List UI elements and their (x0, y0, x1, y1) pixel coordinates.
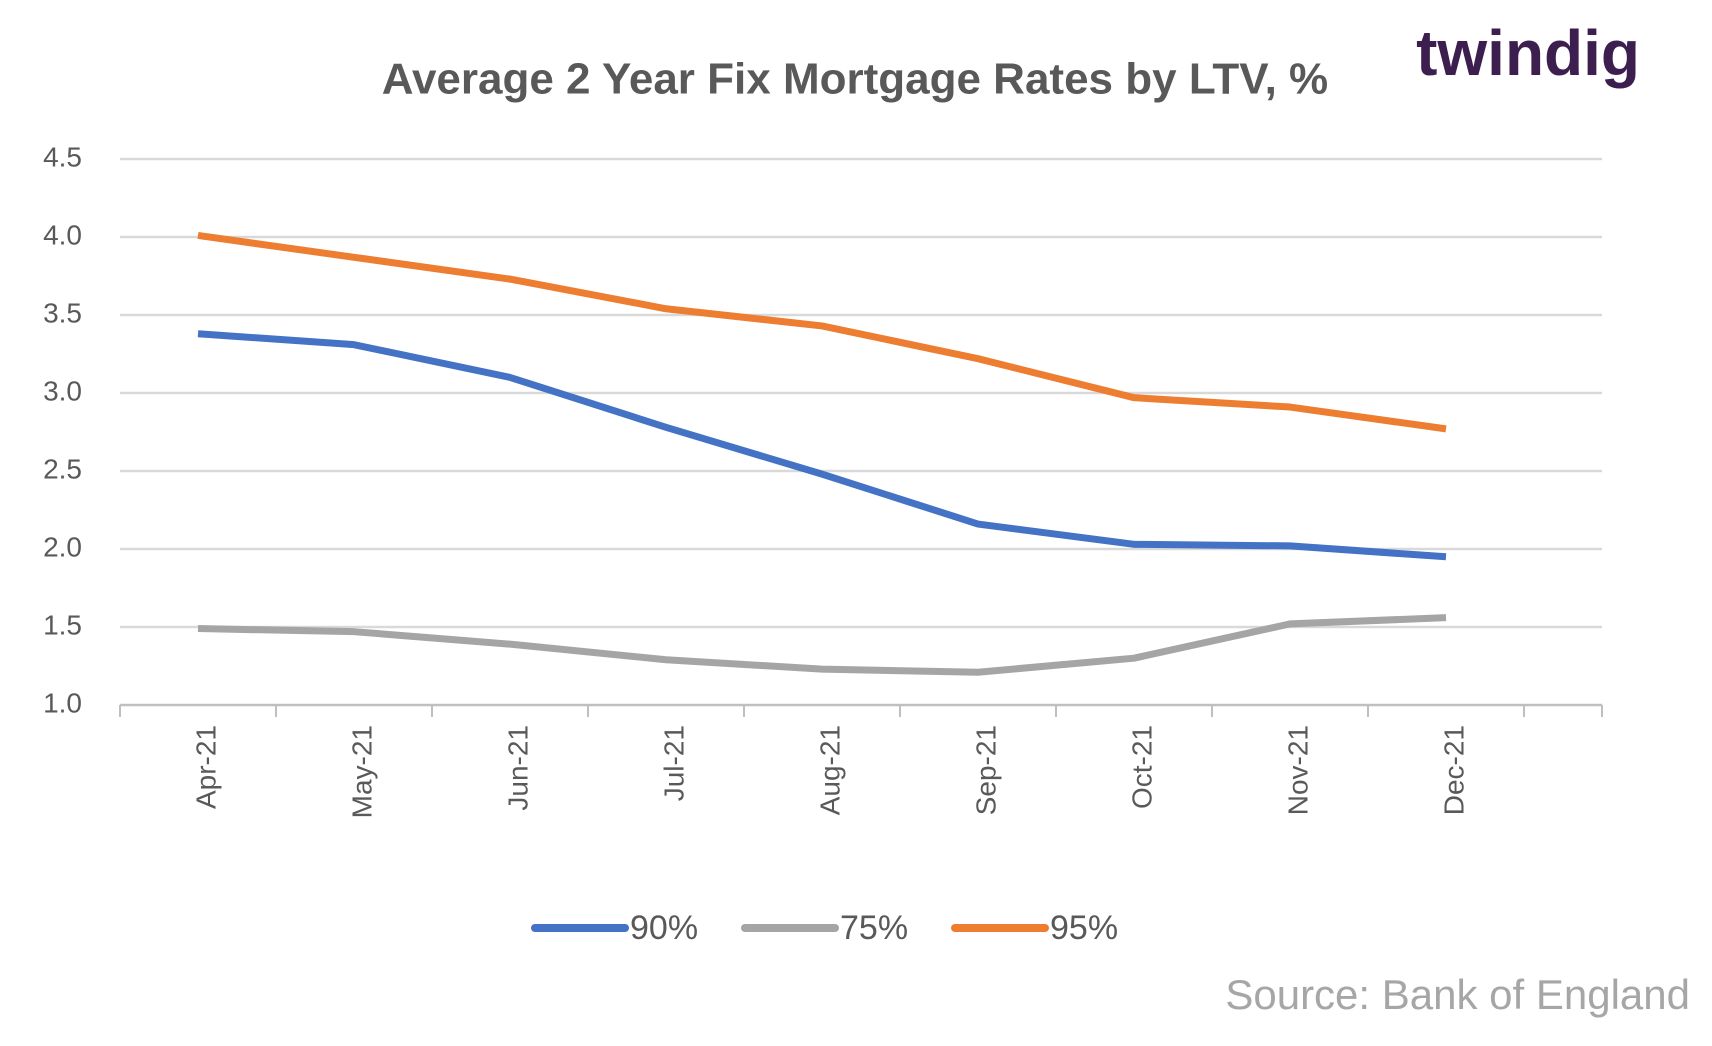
legend-label: 95% (1050, 909, 1118, 947)
y-tick-label: 2.5 (43, 453, 82, 484)
x-tick-label: Nov-21 (1282, 725, 1313, 815)
x-tick-label: Apr-21 (190, 725, 221, 809)
y-tick-label: 1.0 (43, 687, 82, 718)
y-tick-label: 3.0 (43, 375, 82, 406)
x-tick-label: May-21 (346, 725, 377, 818)
y-tick-label: 3.5 (43, 297, 82, 328)
legend-label: 90% (630, 909, 698, 947)
data-line (197, 614, 1447, 676)
logo: twindig (1416, 17, 1640, 89)
y-tick-label: 2.0 (43, 531, 82, 562)
chart-title: Average 2 Year Fix Mortgage Rates by LTV… (382, 55, 1328, 104)
x-tick-label: Sep-21 (970, 725, 1001, 815)
y-tick-label: 4.5 (43, 141, 82, 172)
data-line (197, 330, 1447, 561)
x-tick-label: Jul-21 (658, 725, 689, 801)
x-tick-label: Jun-21 (502, 725, 533, 811)
y-tick-label: 1.5 (43, 609, 82, 640)
x-tick-label: Aug-21 (814, 725, 845, 815)
data-line (197, 231, 1447, 433)
y-tick-label: 4.0 (43, 219, 82, 250)
x-tick-label: Oct-21 (1126, 725, 1157, 809)
legend-label: 75% (840, 909, 908, 947)
source-note: Source: Bank of England (1225, 971, 1690, 1018)
x-tick-label: Dec-21 (1438, 725, 1469, 815)
